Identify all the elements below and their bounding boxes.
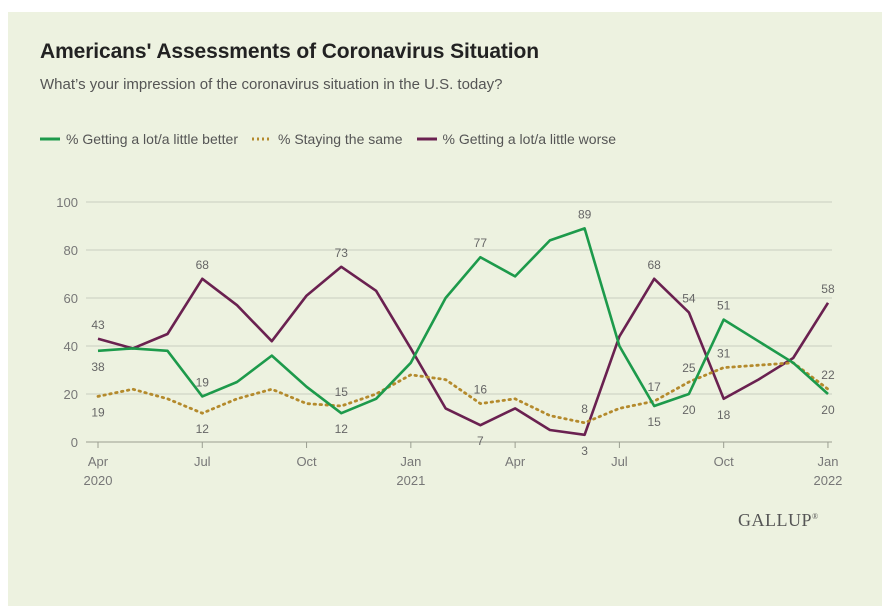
data-label-better-14: 89 bbox=[578, 207, 592, 221]
y-tick-label-100: 100 bbox=[56, 195, 78, 210]
data-label-same-7: 15 bbox=[335, 385, 349, 399]
x-tick-year-21: 2022 bbox=[813, 473, 842, 488]
legend-label-worse: % Getting a lot/a little worse bbox=[442, 131, 617, 147]
series-line-better bbox=[97, 227, 829, 415]
data-label-better-16: 15 bbox=[647, 415, 661, 429]
series-line-same bbox=[96, 361, 830, 425]
data-label-same-17: 25 bbox=[682, 361, 696, 375]
gallup-logo: GALLUP® bbox=[738, 510, 819, 531]
data-label-same-0: 19 bbox=[91, 405, 105, 419]
x-tick-label-15: Jul bbox=[611, 454, 628, 469]
data-label-worse-16: 68 bbox=[647, 258, 661, 272]
x-tick-label-9: Jan bbox=[400, 454, 421, 469]
data-label-worse-7: 73 bbox=[335, 246, 349, 260]
legend-swatch-better bbox=[40, 137, 60, 141]
legend-swatch-worse bbox=[416, 137, 437, 141]
data-label-worse-14: 3 bbox=[581, 444, 588, 458]
data-label-same-14: 8 bbox=[581, 402, 588, 416]
x-tick-year-0: 2020 bbox=[84, 473, 113, 488]
registered-mark: ® bbox=[812, 512, 819, 521]
legend-item-same: % Staying the same bbox=[251, 131, 403, 147]
legend-label-same: % Staying the same bbox=[277, 131, 403, 147]
chart-title: Americans' Assessments of Coronavirus Si… bbox=[40, 40, 539, 63]
chart-subtitle: What’s your impression of the coronaviru… bbox=[40, 76, 503, 93]
data-label-better-0: 38 bbox=[91, 360, 105, 374]
y-tick-label-60: 60 bbox=[64, 291, 78, 306]
data-label-same-11: 16 bbox=[474, 383, 488, 397]
data-label-same-3: 12 bbox=[196, 422, 210, 436]
data-label-worse-0: 43 bbox=[91, 318, 105, 332]
data-label-better-7: 12 bbox=[335, 422, 349, 436]
data-label-better-3: 19 bbox=[196, 375, 210, 389]
data-label-worse-11: 7 bbox=[477, 434, 484, 448]
data-label-same-18: 31 bbox=[717, 347, 731, 361]
x-tick-label-21: Jan bbox=[817, 454, 838, 469]
data-label-worse-18: 18 bbox=[717, 408, 731, 422]
data-label-same-21: 22 bbox=[821, 368, 835, 382]
data-label-better-18: 51 bbox=[717, 299, 731, 313]
data-label-worse-17: 54 bbox=[682, 291, 696, 305]
x-tick-label-18: Oct bbox=[714, 454, 735, 469]
x-tick-label-3: Jul bbox=[194, 454, 211, 469]
gallup-logo-text: GALLUP bbox=[738, 510, 812, 530]
y-tick-label-40: 40 bbox=[64, 339, 78, 354]
data-label-same-16: 17 bbox=[647, 380, 661, 394]
x-tick-year-9: 2021 bbox=[396, 473, 425, 488]
legend-swatch-same bbox=[251, 137, 272, 141]
x-tick-label-12: Apr bbox=[505, 454, 526, 469]
x-tick-label-0: Apr bbox=[88, 454, 109, 469]
legend-label-better: % Getting a lot/a little better bbox=[66, 131, 238, 147]
data-label-better-11: 77 bbox=[474, 236, 488, 250]
legend-item-worse: % Getting a lot/a little worse bbox=[416, 131, 617, 147]
y-tick-label-20: 20 bbox=[64, 387, 78, 402]
legend-item-better: % Getting a lot/a little better bbox=[40, 131, 238, 147]
data-label-better-21: 20 bbox=[821, 403, 835, 417]
data-label-worse-3: 68 bbox=[196, 258, 210, 272]
y-tick-label-0: 0 bbox=[71, 435, 78, 450]
data-label-worse-21: 58 bbox=[821, 282, 835, 296]
y-tick-label-80: 80 bbox=[64, 243, 78, 258]
x-tick-label-6: Oct bbox=[296, 454, 317, 469]
chart-card bbox=[8, 12, 882, 606]
legend: % Getting a lot/a little better % Stayin… bbox=[40, 131, 630, 147]
data-label-better-17: 20 bbox=[682, 403, 696, 417]
